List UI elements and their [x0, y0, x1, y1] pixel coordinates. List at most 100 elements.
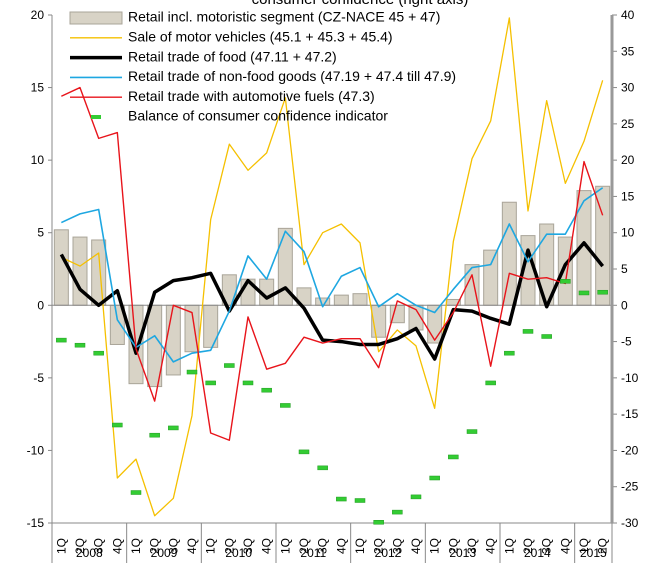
y2-tick-label: 0	[621, 298, 628, 312]
y2-tick-label: 5	[621, 262, 628, 276]
x-tick-label: 4Q	[409, 538, 423, 554]
y-tick-label: 10	[31, 153, 45, 167]
marker	[74, 342, 86, 348]
x-tick-label: 3Q	[390, 538, 404, 554]
y-tick-label: 0	[37, 298, 44, 312]
marker	[392, 509, 403, 515]
x-tick-label: 1Q	[502, 538, 516, 554]
marker	[261, 387, 272, 393]
marker	[485, 380, 496, 386]
y2-tick-label: -25	[621, 480, 639, 494]
y-tick-label: -5	[33, 371, 44, 385]
y2-tick-label: -15	[621, 407, 639, 421]
marker	[56, 337, 67, 343]
x-tick-label: 1Q	[129, 538, 143, 554]
x-tick-label: 4Q	[185, 538, 199, 554]
x-tick-label: 1Q	[278, 538, 292, 554]
x-tick-label: 4Q	[110, 538, 124, 554]
y2-tick-label: 10	[621, 226, 635, 240]
legend-label: Balance of consumer confidence indicator	[128, 108, 388, 124]
year-label: 2010	[225, 546, 252, 560]
x-tick-label: 4Q	[334, 538, 348, 554]
marker	[242, 380, 254, 386]
line	[60, 187, 604, 363]
bar	[165, 304, 181, 376]
marker	[336, 496, 347, 502]
legend-label: Retail incl. motoristic segment (CZ-NACE…	[128, 9, 440, 25]
line	[61, 86, 604, 441]
bar	[53, 229, 69, 306]
year-label: 2015	[580, 546, 607, 560]
y2-tick-label: 20	[621, 153, 635, 167]
marker	[354, 498, 366, 503]
marker	[298, 449, 310, 455]
x-tick-label: 4Q	[260, 538, 274, 554]
x-tick-label: 3Q	[166, 538, 180, 554]
y2-tick-label: 40	[621, 8, 635, 22]
marker	[224, 363, 235, 368]
y-tick-label: -15	[27, 516, 45, 530]
marker	[317, 465, 328, 471]
year-label: 2009	[151, 546, 178, 560]
year-label: 2014	[524, 546, 551, 560]
marker	[541, 334, 552, 339]
x-tick-label: 2Q	[521, 538, 535, 554]
marker	[112, 422, 123, 428]
x-tick-label: 1Q	[54, 538, 68, 554]
x-tick-label: 2Q	[222, 538, 236, 554]
marker	[168, 425, 179, 431]
x-tick-label: 4Q	[558, 538, 572, 554]
x-tick-label: 3Q	[540, 538, 554, 554]
y2-tick-label: -30	[621, 516, 639, 530]
y-tick-label: -10	[27, 443, 45, 457]
x-tick-label: 1Q	[428, 538, 442, 554]
year-label: 2012	[375, 546, 402, 560]
x-tick-label: 2Q	[372, 538, 386, 554]
y2-tick-label: -10	[621, 371, 639, 385]
marker	[410, 494, 422, 500]
x-tick-label: 3Q	[316, 538, 330, 554]
bar	[483, 249, 499, 306]
marker	[597, 289, 608, 295]
bar	[595, 185, 611, 306]
line	[61, 17, 604, 517]
legend-label: Sale of motor vehicles (45.1 + 45.3 + 45…	[128, 29, 393, 45]
x-tick-label: 1Q	[353, 538, 367, 554]
bar	[501, 201, 517, 306]
marker	[280, 403, 291, 408]
x-tick-label: 2Q	[73, 538, 87, 554]
x-tick-label: 3Q	[241, 538, 255, 554]
marker	[504, 350, 515, 356]
marker	[448, 454, 459, 460]
legend-label: Retail trade of non-food goods (47.19 + …	[128, 68, 456, 84]
year-label: 2008	[76, 546, 103, 560]
marker	[205, 380, 216, 386]
x-tick-label: 3Q	[465, 538, 479, 554]
marker	[149, 432, 160, 438]
y2-tick-label: 35	[621, 44, 635, 58]
y2-tick-label: -20	[621, 443, 639, 457]
x-tick-label: 2Q	[297, 538, 311, 554]
x-tick-label: 1Q	[204, 538, 218, 554]
x-tick-label: 2Q	[446, 538, 460, 554]
marker	[578, 290, 590, 296]
bar	[333, 294, 349, 306]
y-tick-label: 5	[37, 226, 44, 240]
legend-swatch	[91, 115, 101, 119]
x-tick-label: 1Q	[577, 538, 591, 554]
marker	[466, 429, 478, 434]
legend-label: Retail trade of food (47.11 + 47.2)	[128, 48, 337, 64]
y2-tick-label: 25	[621, 117, 635, 131]
x-tick-label: 2Q	[148, 538, 162, 554]
y-tick-label: 20	[31, 8, 45, 22]
y2-tick-label: 15	[621, 189, 635, 203]
marker	[429, 475, 440, 481]
bar	[352, 293, 368, 306]
year-label: 2011	[300, 546, 326, 560]
legend-swatch	[69, 11, 123, 25]
marker	[93, 350, 104, 356]
marker	[560, 279, 571, 284]
x-tick-label: 3Q	[92, 538, 106, 554]
marker	[130, 490, 142, 495]
